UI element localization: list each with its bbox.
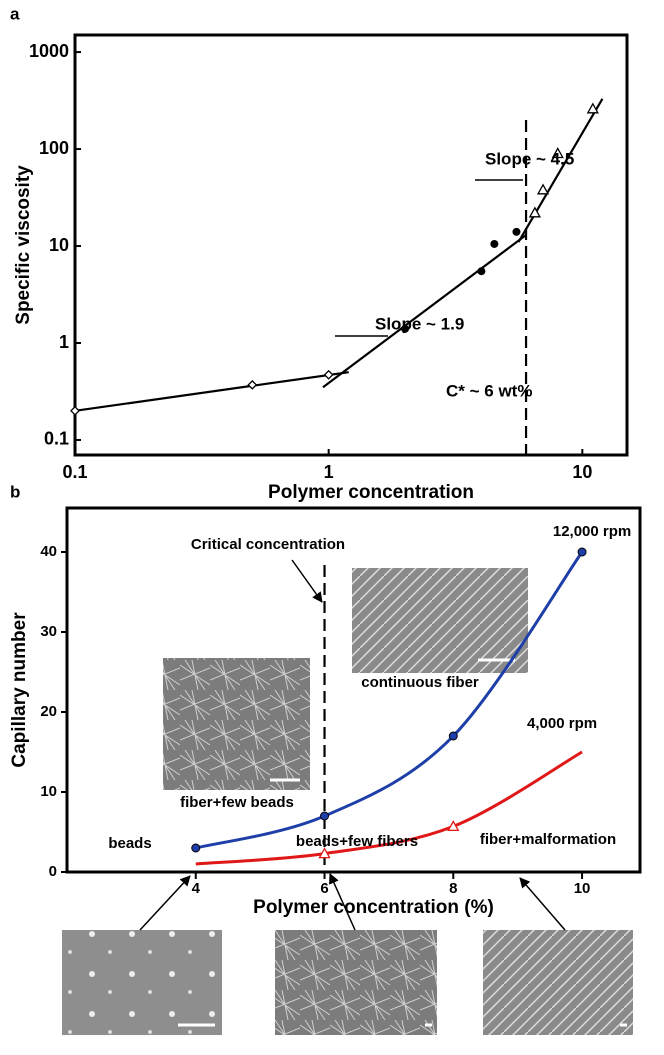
- point: [490, 239, 499, 248]
- annotation: beads+few fibers: [296, 833, 418, 850]
- point: [401, 324, 410, 333]
- plot-frame: [73, 33, 629, 457]
- x-tick-label: 0.1: [62, 462, 87, 482]
- x-tick-label: 1: [324, 462, 334, 482]
- y-tick-label: 0: [49, 863, 57, 880]
- point: [323, 369, 334, 380]
- point: [586, 102, 599, 114]
- point: [477, 267, 486, 276]
- y-axis-label: Specific viscosity: [13, 165, 34, 325]
- y-tick-label: 0.1: [44, 429, 69, 449]
- x-axis-label: Polymer concentration: [268, 482, 474, 503]
- point: [70, 405, 80, 416]
- y-tick-label: 100: [39, 138, 69, 158]
- series-line: [195, 551, 584, 850]
- y-tick-label: 30: [40, 623, 57, 640]
- y-tick-label: 1: [59, 332, 69, 352]
- annotation: fiber+malformation: [480, 831, 616, 848]
- point: [247, 379, 258, 390]
- threshold-label: Critical concentration: [191, 536, 345, 553]
- series-label: 4,000 rpm: [527, 715, 597, 732]
- x-tick-label: 4: [192, 880, 201, 897]
- point: [447, 820, 460, 832]
- annotation: continuous fiber: [361, 674, 479, 691]
- series-label: 12,000 rpm: [553, 523, 631, 540]
- point: [512, 227, 521, 236]
- arrow: [291, 559, 323, 603]
- panel-label: b: [10, 482, 20, 501]
- annotation: fiber+few beads: [180, 794, 294, 811]
- plot-frame: [65, 506, 642, 874]
- x-tick-label: 10: [574, 880, 591, 897]
- point: [448, 731, 458, 741]
- fit-line: [74, 371, 349, 412]
- annotation: C* ~ 6 wt%: [446, 381, 532, 400]
- annotation: Slope ~ 4.5: [485, 149, 574, 168]
- y-axis-label: Capillary number: [9, 612, 30, 768]
- arrow: [329, 873, 356, 931]
- sem-image: [352, 568, 528, 673]
- point: [551, 147, 564, 159]
- panel-label: a: [10, 4, 20, 23]
- sem-image: [275, 930, 437, 1035]
- arrow: [139, 875, 191, 931]
- fit-line: [322, 234, 527, 389]
- point: [191, 843, 201, 853]
- point: [536, 183, 550, 195]
- y-tick-label: 40: [40, 543, 57, 560]
- sem-images: [62, 568, 633, 1035]
- annotation: beads: [108, 835, 151, 852]
- point: [318, 847, 331, 859]
- annotation: Slope ~ 1.9: [375, 314, 464, 333]
- y-tick-label: 20: [40, 703, 57, 720]
- fit-line: [517, 98, 604, 243]
- x-axis-label: Polymer concentration (%): [253, 897, 494, 918]
- arrows: [139, 559, 566, 931]
- point: [577, 547, 587, 557]
- y-tick-label: 1000: [29, 41, 69, 61]
- sem-image: [483, 930, 633, 1035]
- point: [528, 206, 541, 218]
- series-line: [195, 750, 583, 866]
- x-tick-label: 6: [320, 880, 328, 897]
- x-tick-label: 10: [572, 462, 592, 482]
- y-tick-label: 10: [40, 783, 57, 800]
- arrow: [519, 877, 566, 931]
- x-tick-label: 8: [449, 880, 457, 897]
- y-tick-label: 10: [49, 235, 69, 255]
- sem-image: [62, 930, 222, 1035]
- point: [320, 811, 330, 821]
- sem-image: [163, 658, 310, 790]
